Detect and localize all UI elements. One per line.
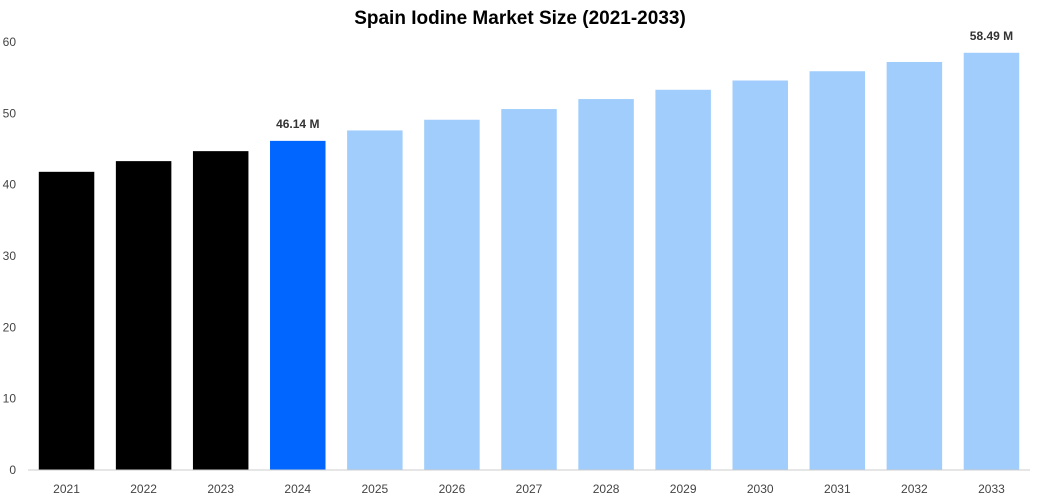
y-tick-label: 30 — [3, 249, 17, 263]
x-tick-label: 2028 — [593, 482, 620, 496]
y-tick-label: 60 — [3, 35, 17, 49]
x-axis-ticks: 2021 2022 2023 2024 2025 2026 2027 2028 2029 2030… — [53, 482, 1005, 496]
bar-2028 — [578, 99, 634, 471]
x-tick-label: 2026 — [439, 482, 466, 496]
x-tick-label: 2032 — [901, 482, 928, 496]
y-axis-ticks: 0 10 20 30 40 50 60 — [3, 35, 17, 477]
bar-2025 — [347, 130, 403, 470]
bar-2026 — [424, 119, 480, 471]
y-tick-label: 10 — [3, 392, 17, 406]
data-label: 58.49 M — [970, 29, 1013, 43]
data-label: 46.14 M — [276, 117, 319, 131]
bar-2021 — [38, 171, 95, 470]
x-tick-label: 2031 — [824, 482, 851, 496]
bar-2027 — [501, 109, 557, 470]
bars-group — [38, 52, 1020, 471]
y-tick-label: 40 — [3, 178, 17, 192]
bar-2030 — [732, 80, 788, 471]
bar-2031 — [809, 71, 866, 470]
bar-2033 — [963, 52, 1020, 470]
x-tick-label: 2024 — [284, 482, 311, 496]
x-tick-label: 2030 — [747, 482, 774, 496]
bar-2023 — [192, 151, 249, 470]
bar-2032 — [886, 61, 943, 471]
bar-2029 — [655, 89, 711, 470]
x-tick-label: 2027 — [516, 482, 543, 496]
x-tick-label: 2023 — [207, 482, 234, 496]
x-tick-label: 2022 — [130, 482, 157, 496]
bar-2024 — [270, 140, 326, 471]
x-tick-label: 2033 — [978, 482, 1005, 496]
x-tick-label: 2021 — [53, 482, 80, 496]
x-tick-label: 2029 — [670, 482, 697, 496]
y-tick-label: 50 — [3, 106, 17, 120]
bar-2022 — [115, 161, 172, 471]
y-tick-label: 0 — [9, 463, 16, 477]
chart-title: Spain Iodine Market Size (2021-2033) — [354, 8, 686, 29]
x-tick-label: 2025 — [361, 482, 388, 496]
y-tick-label: 20 — [3, 320, 17, 334]
data-labels-group: 46.14 M 58.49 M — [276, 29, 1013, 131]
